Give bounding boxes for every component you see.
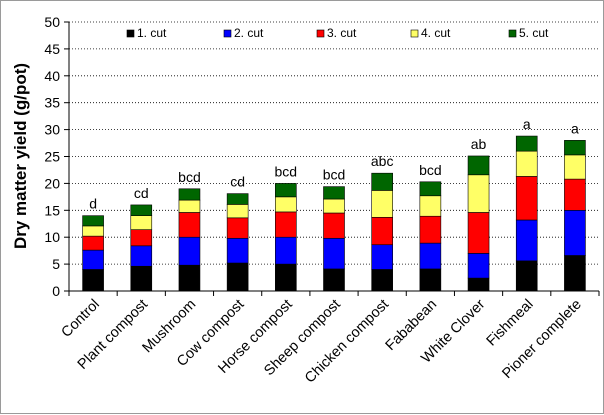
bar-segment-3-cut <box>515 176 538 221</box>
bar-segment-5-cut <box>226 193 249 205</box>
significance-letter: bcd <box>275 163 298 179</box>
significance-letter: cd <box>134 185 149 201</box>
bar-segment-5-cut <box>178 188 201 201</box>
bar-segment-1-cut <box>467 277 490 292</box>
legend-swatch <box>410 29 419 38</box>
bar-segment-3-cut <box>564 178 586 211</box>
y-axis-label: Dry matter yield (g/pot) <box>11 63 30 249</box>
bar-segment-4-cut <box>275 196 297 213</box>
bar-segment-5-cut <box>467 155 490 176</box>
y-tick-label: 25 <box>44 149 60 165</box>
bar-segment-5-cut <box>564 140 586 156</box>
x-tick-label: Control <box>59 297 103 341</box>
bar-segment-5-cut <box>515 135 538 152</box>
bar-segment-2-cut <box>226 237 249 264</box>
legend-label: 5. cut <box>519 26 549 40</box>
bar-segment-2-cut <box>564 210 586 256</box>
legend-label: 2. cut <box>234 26 264 40</box>
bars <box>82 135 586 292</box>
x-tick-label: Chicken compost <box>302 297 392 387</box>
bar-segment-1-cut <box>82 269 104 292</box>
y-tick-label: 10 <box>44 229 60 245</box>
significance-letter: ab <box>471 136 487 152</box>
bar-segment-3-cut <box>371 216 393 246</box>
bar-segment-2-cut <box>419 242 442 270</box>
bar-segment-5-cut <box>82 215 104 227</box>
y-tick-label: 45 <box>44 41 60 57</box>
bar-segment-4-cut <box>371 190 393 218</box>
bar-segment-3-cut <box>226 217 249 239</box>
bar-segment-2-cut <box>130 245 153 267</box>
legend-label: 4. cut <box>421 26 451 40</box>
bar-segment-1-cut <box>130 265 153 292</box>
bar-segment-5-cut <box>419 181 442 197</box>
significance-letter: abc <box>371 153 394 169</box>
significance-letter: cd <box>230 174 245 190</box>
bar-segment-2-cut <box>82 249 104 270</box>
bar-segment-4-cut <box>323 198 345 214</box>
bar-segment-1-cut <box>178 264 201 292</box>
significance-letter: a <box>523 116 531 132</box>
y-tick-label: 20 <box>44 175 60 191</box>
legend: 1. cut 2. cut 3. cut 4. cut 5. cut <box>126 26 549 40</box>
gridlines <box>69 21 599 265</box>
bar-segment-4-cut <box>82 225 104 237</box>
bar-segment-2-cut <box>515 219 538 262</box>
y-tick-label: 35 <box>44 95 60 111</box>
legend-label: 3. cut <box>327 26 357 40</box>
bar-segment-4-cut <box>130 215 153 230</box>
bar-segment-1-cut <box>323 268 345 292</box>
bar-segment-2-cut <box>178 236 201 266</box>
y-tick-label: 50 <box>44 14 60 30</box>
bar-segment-2-cut <box>275 236 297 265</box>
bar-segment-4-cut <box>564 154 586 180</box>
bar-segment-1-cut <box>419 268 442 292</box>
bar-segment-3-cut <box>178 212 201 238</box>
significance-letter: d <box>89 196 97 212</box>
bar-segment-3-cut <box>275 211 297 238</box>
significance-letter: a <box>571 120 579 136</box>
y-tick-label: 15 <box>44 202 60 218</box>
bar-segment-1-cut <box>226 262 249 292</box>
legend-label: 1. cut <box>137 26 167 40</box>
y-tick-label: 40 <box>44 68 60 84</box>
bar-segment-3-cut <box>130 229 153 247</box>
bar-segment-5-cut <box>323 186 345 200</box>
bar-segment-2-cut <box>323 237 345 270</box>
legend-swatch <box>223 29 232 38</box>
significance-letter: bcd <box>419 162 442 178</box>
bar-segment-2-cut <box>467 253 490 279</box>
legend-swatch <box>126 29 135 38</box>
bar-segment-3-cut <box>323 212 345 239</box>
bar-segment-1-cut <box>515 260 538 292</box>
bar-segment-5-cut <box>130 204 153 216</box>
bar-segment-4-cut <box>419 195 442 217</box>
legend-swatch <box>316 29 325 38</box>
bar-segment-4-cut <box>467 174 490 213</box>
y-tick-label: 30 <box>44 122 60 138</box>
bar-segment-1-cut <box>371 269 393 292</box>
bar-segment-1-cut <box>564 255 586 292</box>
significance-letter: bcd <box>178 169 201 185</box>
bar-segment-5-cut <box>371 172 393 191</box>
bar-segment-3-cut <box>467 212 490 254</box>
significance-letters: d cd bcd cd bcd bcd abc bcd ab a a <box>89 116 579 212</box>
y-tick-label: 5 <box>52 256 60 272</box>
bar-segment-5-cut <box>275 183 297 198</box>
y-tick-label: 0 <box>52 283 60 299</box>
bar-segment-4-cut <box>515 150 538 177</box>
bar-segment-1-cut <box>275 263 297 292</box>
legend-swatch <box>508 29 517 38</box>
bar-segment-3-cut <box>419 215 442 244</box>
significance-letter: bcd <box>323 167 346 183</box>
bar-segment-4-cut <box>178 199 201 213</box>
bar-segment-4-cut <box>226 204 249 219</box>
bar-segment-2-cut <box>371 244 393 270</box>
bar-segment-3-cut <box>82 235 104 251</box>
